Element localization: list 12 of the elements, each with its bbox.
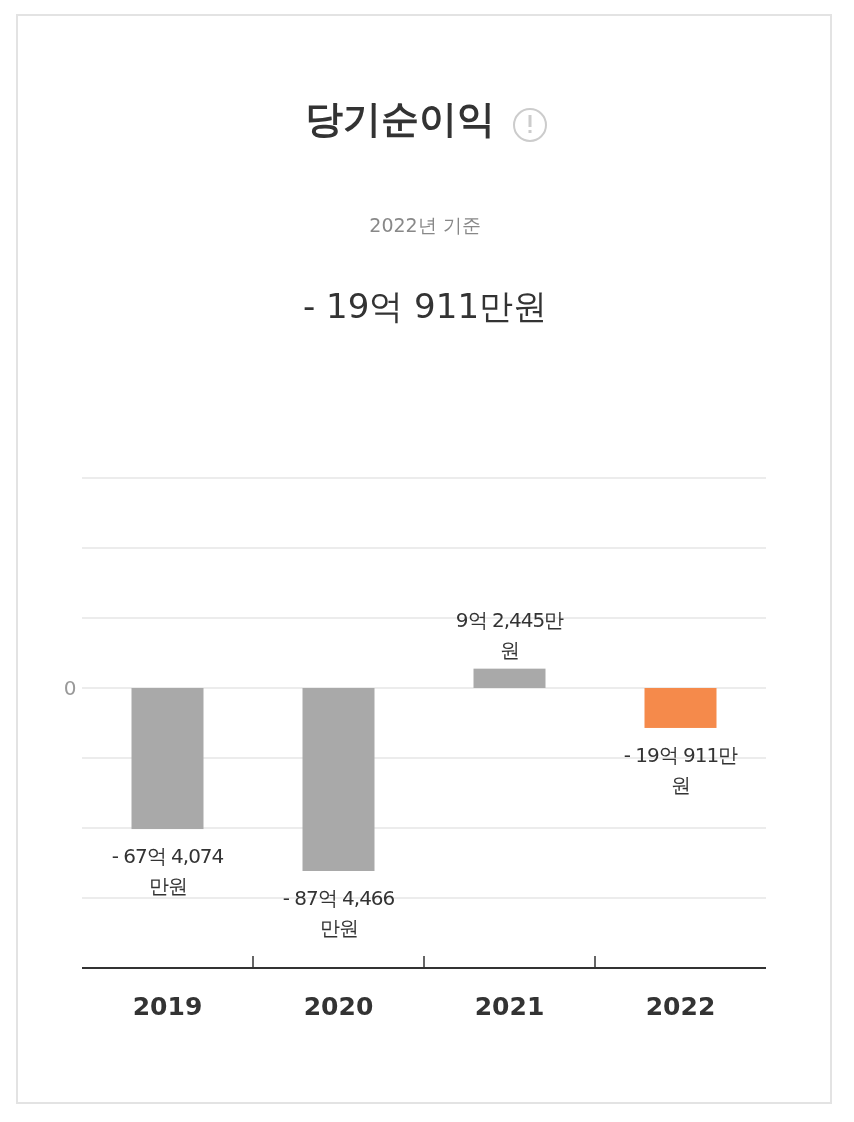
data-label: 9억 2,445만원 [455,607,565,662]
x-tick-label: 2019 [132,992,203,1021]
x-tick-label: 2022 [645,992,716,1021]
text: 0 [63,676,77,700]
data-label: - 19억 911만원 [623,742,739,797]
chart-subtitle: 2022년 기준 [369,214,481,236]
chart-title: 당기순이익 [305,97,495,141]
x-tick-label: 2021 [474,992,545,1021]
x-tick-label: 2020 [303,992,374,1021]
data-label: - 87억 4,466만원 [282,886,395,940]
data-label: - 67억 4,074만원 [111,844,224,899]
text: - 19억 911만원 [302,286,548,326]
